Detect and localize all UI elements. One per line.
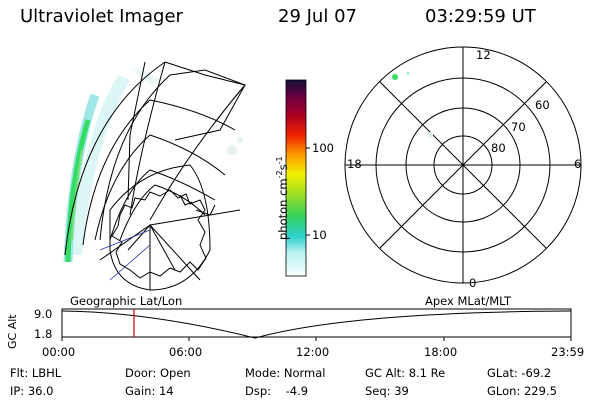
footer-gcalt: GC Alt: 8.1 Re [365, 366, 446, 380]
projection-right-label: Apex MLat/MLT [425, 294, 512, 308]
aurora-glow [70, 68, 243, 255]
header-date: 29 Jul 07 [278, 6, 357, 27]
footer-door: Door: Open [125, 366, 191, 380]
footer-gain: Gain: 14 [125, 384, 174, 398]
lat-label-70: 70 [511, 120, 526, 134]
mlt-label-18: 18 [347, 157, 362, 171]
footer-glon: GLon: 229.5 [487, 384, 557, 398]
mlt-label-0: 0 [469, 276, 477, 290]
colorbar-scale [285, 79, 307, 277]
footer-seq: Seq: 39 [365, 384, 409, 398]
blue-track [99, 229, 151, 281]
alt-xtick-2359: 23:59 [551, 345, 585, 359]
coastline [111, 189, 207, 279]
alt-ytick-9: 9.0 [34, 307, 53, 321]
projection-left-label: Geographic Lat/Lon [70, 294, 183, 308]
alt-xtick-0000: 00:00 [42, 345, 76, 359]
colorbar-tick-10: 10 [312, 228, 327, 242]
header-time: 03:29:59 UT [425, 6, 536, 27]
lat-label-60: 60 [535, 98, 550, 112]
footer-mode: Mode: Normal [245, 366, 326, 380]
polar-aurora-spot [392, 74, 398, 80]
mlt-label-6: 6 [574, 157, 582, 171]
footer-dsp: Dsp: -4.9 [245, 384, 309, 398]
geo-grid [64, 61, 246, 291]
lat-label-80: 80 [491, 141, 506, 155]
colorbar-tick-100: 100 [312, 141, 334, 155]
header-title: Ultraviolet Imager [20, 6, 183, 27]
footer-glat: GLat: -69.2 [487, 366, 552, 380]
alt-xtick-1200: 12:00 [296, 345, 330, 359]
alt-ytick-1-8: 1.8 [34, 327, 53, 341]
footer-ip: IP: 36.0 [10, 384, 54, 398]
alt-xtick-1800: 18:00 [424, 345, 458, 359]
alt-xtick-0600: 06:00 [169, 345, 203, 359]
altitude-curve [61, 310, 572, 339]
mlt-label-12: 12 [476, 48, 491, 62]
footer-flt: Flt: LBHL [10, 366, 62, 380]
